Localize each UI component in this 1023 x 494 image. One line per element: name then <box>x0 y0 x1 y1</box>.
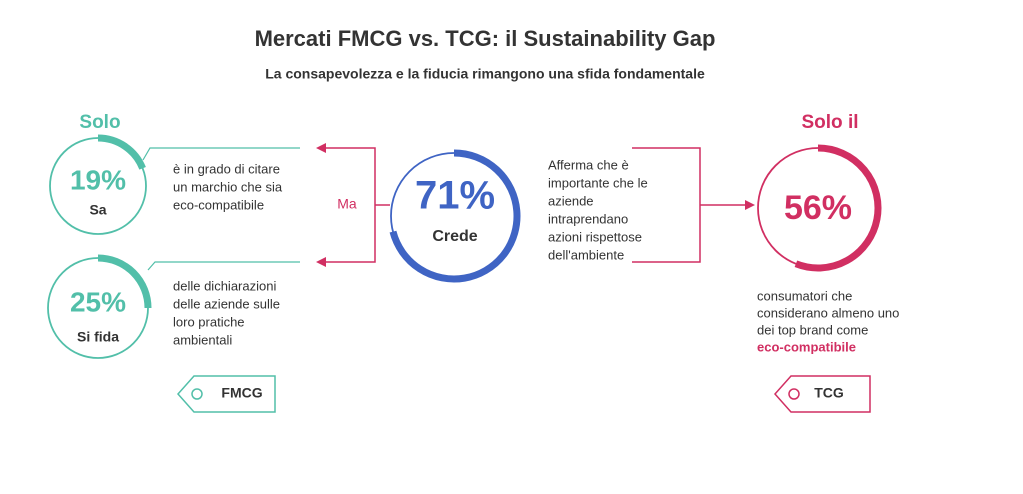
stat-description: Afferma che è <box>548 157 629 172</box>
highlight: eco-compatibile <box>757 339 856 354</box>
stat-description: un marchio che sia <box>173 179 283 194</box>
leader-line <box>147 261 300 271</box>
progress-arc <box>389 149 521 283</box>
arrow <box>745 200 755 210</box>
stat-value: 19% <box>70 164 126 195</box>
arrow <box>316 257 326 267</box>
stat-value: 71% <box>415 174 495 218</box>
tag-hole <box>788 388 800 400</box>
subtitle: La consapevolezza e la fiducia rimangono… <box>265 66 705 82</box>
stat-description: intraprendano <box>548 211 628 226</box>
stat-value: 56% <box>784 189 852 227</box>
bracket <box>322 147 390 263</box>
stat-description: consumatori che <box>757 288 852 303</box>
stat-description: importante che le <box>548 175 648 190</box>
stat-description: è in grado di citare <box>173 161 280 176</box>
tag <box>773 375 871 413</box>
progress-arc <box>97 254 152 309</box>
fmcg-heading: Solo <box>79 112 120 133</box>
stat-caption: Sa <box>89 202 106 218</box>
title: Mercati FMCG vs. TCG: il Sustainability … <box>255 26 716 51</box>
stat-caption: Si fida <box>77 329 119 345</box>
tag-hole <box>191 388 203 400</box>
stat-description: azioni rispettose <box>548 229 642 244</box>
stat-description: eco-compatibile <box>173 197 264 212</box>
bracket <box>632 147 745 263</box>
connector: Ma <box>337 196 357 212</box>
stat-description: loro pratiche <box>173 314 245 329</box>
stat-description: aziende <box>548 193 594 208</box>
stat-value: 25% <box>70 286 126 317</box>
stat-description: dell'ambiente <box>548 247 624 262</box>
stat-description: delle aziende sulle <box>173 296 280 311</box>
stat-description: ambientali <box>173 332 232 347</box>
leader-line <box>142 147 300 161</box>
tag-label: FMCG <box>221 385 262 401</box>
stat-description: delle dichiarazioni <box>173 278 276 293</box>
progress-arc <box>794 144 882 272</box>
stat-description: dei top brand come <box>757 322 868 337</box>
tcg-heading: Solo il <box>802 112 859 133</box>
arrow <box>316 143 326 153</box>
tag <box>176 375 276 413</box>
tag-label: TCG <box>814 385 844 401</box>
progress-arc <box>97 134 146 170</box>
stat-description: considerano almeno uno <box>757 305 899 320</box>
stat-caption: Crede <box>432 228 477 245</box>
